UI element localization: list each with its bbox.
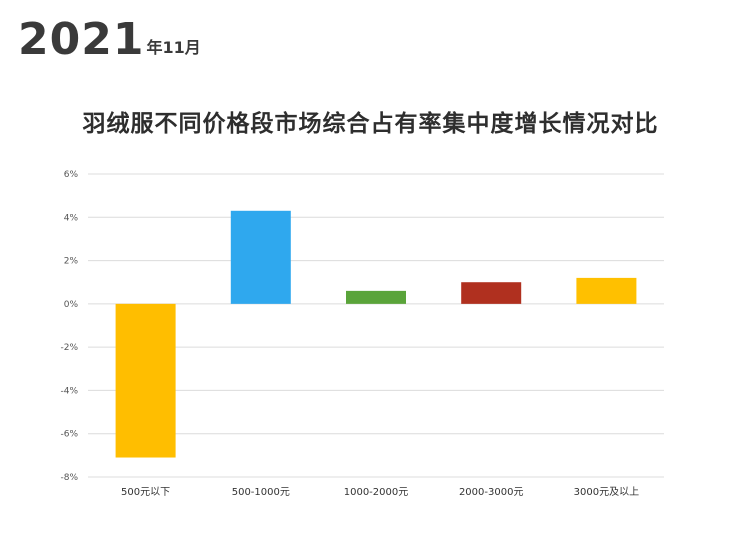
bar bbox=[461, 282, 522, 304]
brand-month: 年11月 bbox=[146, 38, 201, 57]
chart-title: 羽绒服不同价格段市场综合占有率集中度增长情况对比 bbox=[82, 111, 659, 137]
bar bbox=[230, 210, 291, 304]
bar bbox=[115, 303, 176, 458]
x-category-label: 2000-3000元 bbox=[459, 487, 524, 498]
x-category-label: 1000-2000元 bbox=[344, 487, 409, 498]
brand-year: 2021 bbox=[18, 14, 145, 65]
bar bbox=[576, 277, 637, 304]
y-tick-label: 2% bbox=[64, 257, 79, 267]
brand-date-logo: 2021 年11月 bbox=[18, 14, 201, 65]
y-tick-label: 6% bbox=[64, 170, 79, 180]
x-category-label: 500元以下 bbox=[121, 487, 170, 498]
y-tick-label: -6% bbox=[60, 430, 78, 440]
x-category-label: 3000元及以上 bbox=[574, 486, 639, 498]
x-category-label: 500-1000元 bbox=[232, 487, 290, 498]
bar bbox=[346, 290, 406, 304]
y-tick-label: 0% bbox=[64, 300, 79, 310]
y-tick-label: -2% bbox=[60, 343, 78, 353]
y-tick-label: 4% bbox=[64, 213, 79, 223]
y-tick-label: -8% bbox=[60, 473, 78, 483]
y-tick-label: -4% bbox=[60, 386, 78, 396]
